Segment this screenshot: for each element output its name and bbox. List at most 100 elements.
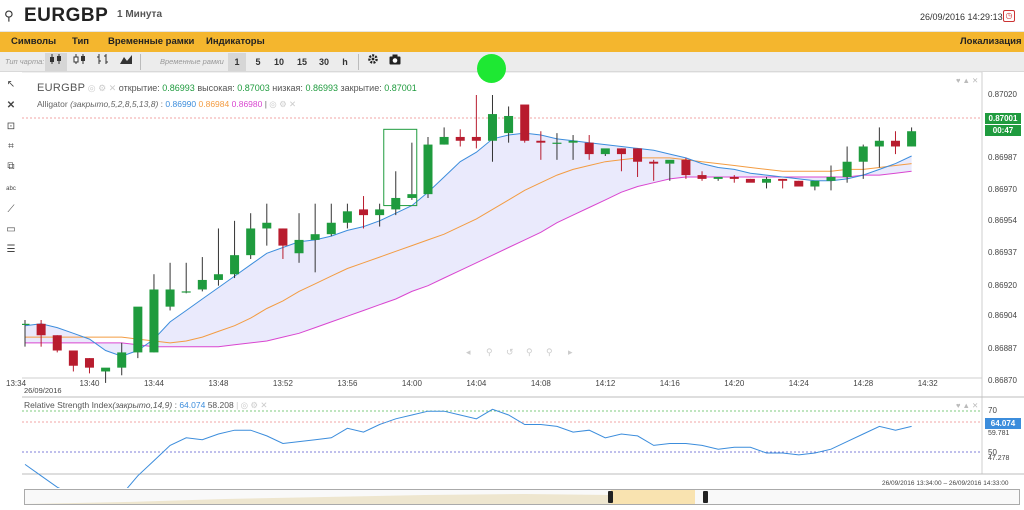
menu-icon[interactable]: ☰ bbox=[6, 244, 16, 255]
indicator-controls-icon[interactable]: ◎ ⚙ ✕ bbox=[269, 99, 297, 109]
legend-open-label: открытие: bbox=[118, 83, 160, 93]
text-icon[interactable]: abc bbox=[6, 186, 16, 192]
reset-icon[interactable]: ↺ bbox=[506, 347, 514, 357]
candle-body bbox=[101, 367, 111, 372]
timeframe-30-button[interactable]: 30 bbox=[318, 57, 329, 67]
candle-body bbox=[246, 228, 256, 256]
highlight-marker bbox=[477, 54, 506, 83]
menu-timeframes[interactable]: Временные рамки bbox=[108, 36, 195, 47]
zoom-icon[interactable]: ⊡ bbox=[6, 121, 16, 132]
price-legend: EURGBP ◎ ⚙ ✕ открытие: 0.86993 высокая: … bbox=[37, 82, 417, 94]
legend-close-label: закрытие: bbox=[340, 83, 382, 93]
timeframe-10-button[interactable]: 10 bbox=[273, 57, 284, 67]
ohlc-bars-button[interactable] bbox=[93, 53, 113, 71]
zoom-plus-icon[interactable]: ⚲ bbox=[526, 347, 533, 357]
candle-body bbox=[584, 142, 594, 155]
legend-symbol: EURGBP bbox=[37, 82, 86, 94]
time-axis-date: 26/09/2016 bbox=[24, 386, 62, 395]
candle-body bbox=[616, 148, 626, 155]
candle-body bbox=[536, 140, 546, 143]
candle-body bbox=[36, 323, 46, 336]
rectangle-icon[interactable]: ▭ bbox=[6, 224, 16, 235]
navigator-scrollbar[interactable] bbox=[24, 489, 1020, 505]
datetime-display: 26/09/2016 14:29:13 bbox=[920, 12, 1003, 22]
time-tick: 14:04 bbox=[466, 379, 487, 388]
navigator-handle-left bbox=[608, 491, 613, 503]
panel-controls-icon[interactable]: ♥ ▲ ✕ bbox=[956, 76, 979, 85]
toolbar-divider bbox=[140, 54, 141, 70]
zoom-out-icon[interactable]: ◂ bbox=[466, 347, 471, 357]
time-tick: 13:44 bbox=[143, 379, 164, 388]
price-tick: 0.86987 bbox=[988, 152, 1017, 162]
timeframe-5-button[interactable]: 5 bbox=[255, 57, 261, 67]
candle-body bbox=[149, 289, 159, 353]
price-tick: 0.86920 bbox=[988, 280, 1017, 290]
legend-low-label: низкая: bbox=[272, 83, 303, 93]
symbol-title[interactable]: EURGBP bbox=[24, 5, 109, 26]
hollow-candles-button[interactable] bbox=[70, 53, 90, 71]
candle-body bbox=[84, 358, 94, 368]
legend-low: 0.86993 bbox=[305, 83, 338, 93]
time-tick: 14:12 bbox=[595, 379, 616, 388]
timeframe-15-button[interactable]: 15 bbox=[296, 57, 307, 67]
time-tick: 13:34 bbox=[6, 379, 27, 388]
candle-body bbox=[681, 159, 691, 176]
price-tick: 0.86970 bbox=[988, 185, 1017, 195]
alligator-v1: 0.86990 bbox=[165, 99, 197, 109]
time-tick: 13:40 bbox=[79, 379, 100, 388]
timeframe-1-button[interactable]: 1 bbox=[228, 53, 246, 71]
camera-icon[interactable] bbox=[386, 53, 404, 71]
gear-icon[interactable] bbox=[364, 53, 382, 71]
cursor-icon[interactable]: ↖ bbox=[6, 79, 16, 90]
menu-type[interactable]: Тип bbox=[72, 36, 90, 47]
candle-body bbox=[310, 234, 320, 240]
menu-indicators[interactable]: Индикаторы bbox=[206, 36, 265, 47]
menu-symbols[interactable]: Символы bbox=[11, 36, 57, 47]
candle-body bbox=[52, 335, 62, 351]
price-tick: 0.86904 bbox=[988, 311, 1017, 321]
candle-body bbox=[858, 146, 868, 162]
clock-icon[interactable]: ◷ bbox=[1003, 10, 1015, 22]
candle-body bbox=[294, 239, 304, 254]
time-tick: 13:56 bbox=[337, 379, 358, 388]
menu-localization[interactable]: Локализация bbox=[960, 36, 1022, 47]
candle-body bbox=[794, 180, 804, 187]
candle-body bbox=[68, 350, 78, 366]
crosshair-icon[interactable]: ⌗ bbox=[8, 141, 14, 152]
candle-body bbox=[520, 104, 530, 141]
countdown-tag: 00:47 bbox=[985, 125, 1021, 136]
alligator-params: (закрыто,5,2,8,5,13,8) bbox=[70, 99, 159, 109]
candle-body bbox=[649, 161, 659, 164]
timeframe-label: 1 Минута bbox=[117, 9, 162, 20]
chart-canvas[interactable] bbox=[22, 72, 1024, 488]
alligator-v2: 0.86984 bbox=[198, 99, 230, 109]
candle-body bbox=[810, 180, 820, 187]
eye-icon[interactable]: ◎ ⚙ ✕ bbox=[87, 83, 117, 93]
timeframe-hour-button[interactable]: h bbox=[342, 57, 348, 67]
top-header: ⚲ EURGBP 1 Минута 26/09/2016 14:29:13 ◷ bbox=[0, 0, 1024, 32]
rsi-panel-controls-icon[interactable]: ♥ ▲ ✕ bbox=[956, 401, 979, 410]
scroll-right-icon[interactable]: ▸ bbox=[568, 347, 573, 357]
rsi-v1: 64.074 bbox=[179, 400, 206, 410]
line-icon[interactable]: ⟋ bbox=[7, 204, 15, 215]
layers-icon[interactable]: ⧉ bbox=[7, 161, 15, 172]
toolbar-divider bbox=[358, 54, 359, 70]
candle-body bbox=[22, 323, 30, 325]
rsi-legend: Relative Strength Index(закрыто,14,9) : … bbox=[24, 400, 268, 410]
candle-body bbox=[213, 274, 223, 280]
cross-icon[interactable]: ✕ bbox=[6, 100, 16, 111]
rsi-level-50: 50 bbox=[988, 448, 997, 457]
candle-body bbox=[326, 222, 336, 235]
legend-high: 0.87003 bbox=[237, 83, 270, 93]
candles-button[interactable] bbox=[45, 53, 67, 71]
candle-body bbox=[133, 306, 143, 353]
candle-body bbox=[197, 279, 207, 290]
search-icon[interactable]: ⚲ bbox=[546, 347, 553, 357]
rsi-controls-icon[interactable]: | ◎ ⚙ ✕ bbox=[236, 400, 268, 410]
zoom-minus-icon[interactable]: ⚲ bbox=[486, 347, 493, 357]
candle-body bbox=[391, 197, 401, 210]
legend-close: 0.87001 bbox=[384, 83, 417, 93]
main-menu: Символы Тип Временные рамки Индикаторы Л… bbox=[0, 32, 1024, 52]
mountain-chart-button[interactable] bbox=[116, 53, 136, 71]
rsi-level-70: 70 bbox=[988, 406, 997, 415]
